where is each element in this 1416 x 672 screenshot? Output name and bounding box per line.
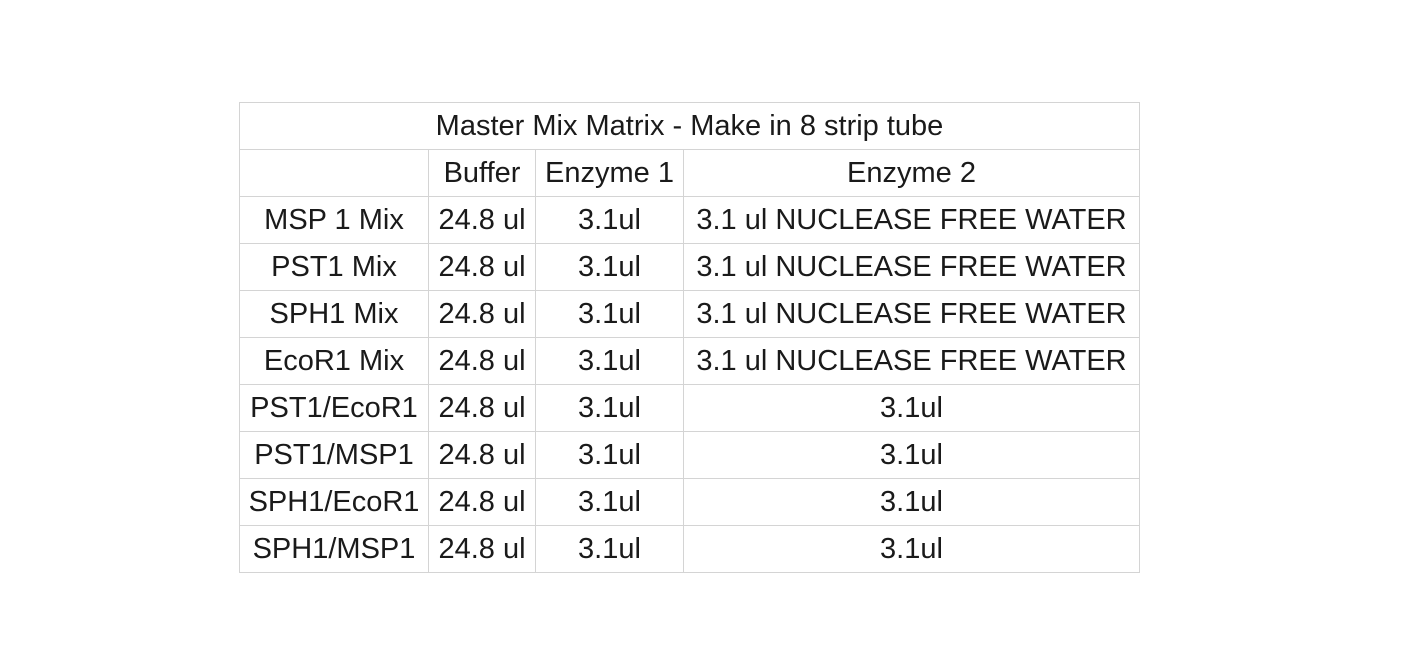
enzyme-2-cell: 3.1ul: [683, 478, 1140, 526]
table-row: EcoR1 Mix 24.8 ul 3.1ul 3.1 ul NUCLEASE FRE…: [239, 337, 1140, 385]
enzyme-1-cell: 3.1ul: [535, 290, 684, 338]
master-mix-table: Master Mix Matrix - Make in 8 strip tube…: [239, 102, 1140, 573]
sample-cell: PST1 Mix: [239, 243, 429, 291]
table-row: MSP 1 Mix 24.8 ul 3.1ul 3.1 ul NUCLEASE FRE…: [239, 196, 1140, 244]
enzyme-2-cell: 3.1 ul NUCLEASE FREE WATER: [683, 243, 1140, 291]
enzyme-1-cell: 3.1ul: [535, 525, 684, 573]
table-body: MSP 1 Mix 24.8 ul 3.1ul 3.1 ul NUCLEASE FRE…: [239, 196, 1140, 573]
enzyme-1-cell: 3.1ul: [535, 196, 684, 244]
buffer-cell: 24.8 ul: [428, 290, 536, 338]
sample-cell: PST1/MSP1: [239, 431, 429, 479]
enzyme-1-cell: 3.1ul: [535, 337, 684, 385]
sample-cell: SPH1 Mix: [239, 290, 429, 338]
buffer-cell: 24.8 ul: [428, 384, 536, 432]
enzyme-2-cell: 3.1 ul NUCLEASE FREE WATER: [683, 337, 1140, 385]
buffer-cell: 24.8 ul: [428, 243, 536, 291]
table-row: PST1/MSP1 24.8 ul 3.1ul 3.1ul: [239, 431, 1140, 479]
enzyme-1-cell: 3.1ul: [535, 243, 684, 291]
sample-cell: PST1/EcoR1: [239, 384, 429, 432]
table-title: Master Mix Matrix - Make in 8 strip tube: [239, 102, 1140, 150]
enzyme-2-cell: 3.1ul: [683, 431, 1140, 479]
header-cell-buffer: Buffer: [428, 149, 536, 197]
table-row: PST1 Mix 24.8 ul 3.1ul 3.1 ul NUCLEASE FREE…: [239, 243, 1140, 291]
header-row: Buffer Enzyme 1 Enzyme 2: [239, 149, 1140, 197]
title-row: Master Mix Matrix - Make in 8 strip tube: [239, 102, 1140, 150]
enzyme-2-cell: 3.1ul: [683, 384, 1140, 432]
sample-cell: EcoR1 Mix: [239, 337, 429, 385]
enzyme-2-cell: 3.1 ul NUCLEASE FREE WATER: [683, 196, 1140, 244]
table-row: SPH1/MSP1 24.8 ul 3.1ul 3.1ul: [239, 525, 1140, 573]
table-row: SPH1/EcoR1 24.8 ul 3.1ul 3.1ul: [239, 478, 1140, 526]
enzyme-2-cell: 3.1ul: [683, 525, 1140, 573]
buffer-cell: 24.8 ul: [428, 431, 536, 479]
sample-cell: SPH1/EcoR1: [239, 478, 429, 526]
buffer-cell: 24.8 ul: [428, 337, 536, 385]
enzyme-2-cell: 3.1 ul NUCLEASE FREE WATER: [683, 290, 1140, 338]
header-cell-sample: [239, 149, 429, 197]
header-cell-enzyme-2: Enzyme 2: [683, 149, 1140, 197]
sample-cell: SPH1/MSP1: [239, 525, 429, 573]
header-cell-enzyme-1: Enzyme 1: [535, 149, 684, 197]
table-row: PST1/EcoR1 24.8 ul 3.1ul 3.1ul: [239, 384, 1140, 432]
table-row: SPH1 Mix 24.8 ul 3.1ul 3.1 ul NUCLEASE FREE…: [239, 290, 1140, 338]
enzyme-1-cell: 3.1ul: [535, 431, 684, 479]
buffer-cell: 24.8 ul: [428, 525, 536, 573]
enzyme-1-cell: 3.1ul: [535, 384, 684, 432]
sample-cell: MSP 1 Mix: [239, 196, 429, 244]
buffer-cell: 24.8 ul: [428, 196, 536, 244]
buffer-cell: 24.8 ul: [428, 478, 536, 526]
enzyme-1-cell: 3.1ul: [535, 478, 684, 526]
